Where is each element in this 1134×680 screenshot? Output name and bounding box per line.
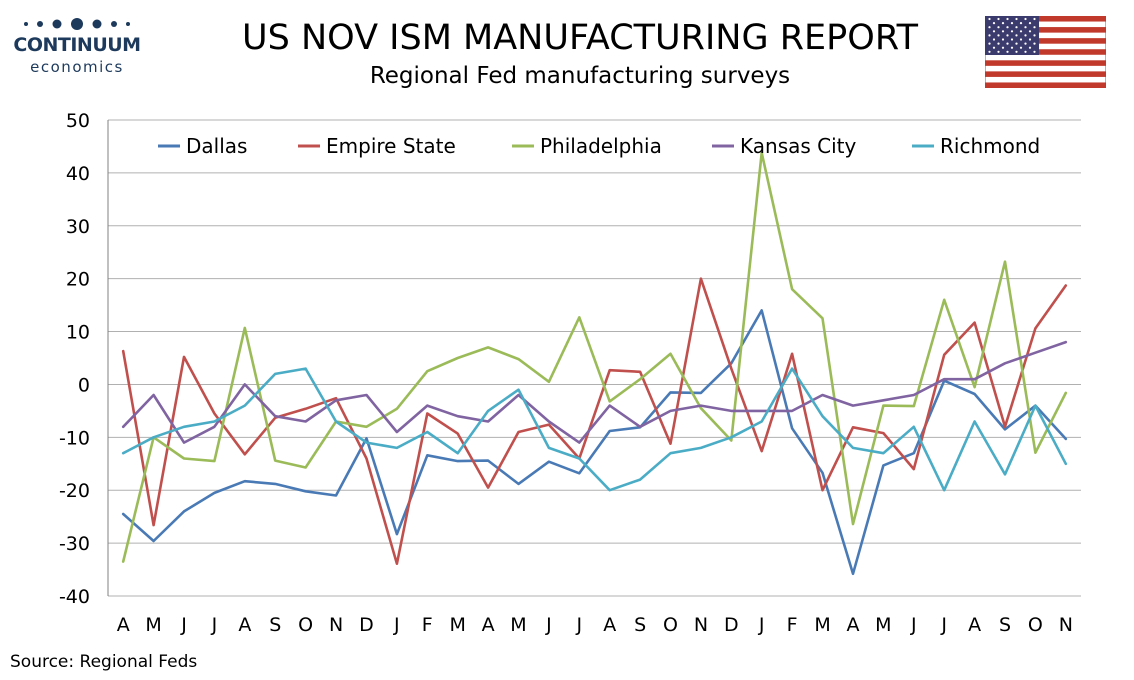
x-tick-label: M [814, 614, 830, 636]
x-tick-label: A [603, 614, 616, 636]
x-tick-label: O [298, 614, 313, 636]
y-tick-label: 10 [66, 322, 90, 344]
x-tick-label: J [211, 614, 218, 636]
x-tick-label: D [724, 614, 739, 636]
chart-title: US NOV ISM MANUFACTURING REPORT [242, 18, 918, 58]
x-tick-label: M [875, 614, 891, 636]
continuum-logo: CONTINUUM economics [12, 12, 142, 82]
x-tick-label: J [910, 614, 917, 636]
series-line-dallas [121, 309, 1068, 576]
legend-label: Empire State [326, 134, 456, 158]
x-tick-label: D [359, 614, 374, 636]
x-tick-label: N [329, 614, 343, 636]
x-tick-label: J [758, 614, 765, 636]
x-tick-label: M [145, 614, 161, 636]
x-tick-label: F [422, 614, 433, 636]
x-tick-label: N [694, 614, 708, 636]
x-tick-label: S [269, 614, 281, 636]
x-tick-label: M [449, 614, 465, 636]
y-tick-label: -40 [59, 586, 90, 608]
legend-item-richmond: Richmond [912, 134, 1040, 158]
series-line-philadelphia [121, 151, 1068, 563]
y-tick-label: 0 [78, 374, 90, 396]
series-line-kansas-city [121, 340, 1068, 444]
x-tick-label: A [117, 614, 130, 636]
x-tick-label: M [510, 614, 526, 636]
y-tick-label: 40 [66, 163, 90, 185]
x-tick-label: J [940, 614, 947, 636]
x-tick-label: O [1028, 614, 1043, 636]
y-tick-label: 20 [66, 269, 90, 291]
x-tick-label: J [180, 614, 187, 636]
x-tick-label: A [968, 614, 981, 636]
legend-label: Dallas [186, 134, 247, 158]
x-tick-label: A [846, 614, 859, 636]
legend-item-kansas-city: Kansas City [712, 134, 857, 158]
chart-subtitle: Regional Fed manufacturing surveys [369, 63, 791, 89]
legend-label: Kansas City [740, 134, 857, 158]
x-tick-label: J [545, 614, 552, 636]
x-tick-label: F [787, 614, 798, 636]
x-tick-label: J [393, 614, 400, 636]
legend-item-dallas: Dallas [158, 134, 247, 158]
series-line-richmond [121, 367, 1068, 492]
x-tick-label: S [634, 614, 646, 636]
logo-brand-text: CONTINUUM [13, 34, 141, 56]
series-line-empire-state [121, 277, 1068, 566]
x-tick-label: A [238, 614, 251, 636]
y-tick-label: 30 [66, 216, 90, 238]
source-note: Source: Regional Feds [10, 652, 198, 672]
logo-dots-icon [24, 18, 130, 30]
legend-label: Richmond [940, 134, 1040, 158]
y-tick-label: -30 [59, 533, 90, 555]
y-tick-label: -20 [59, 480, 90, 502]
us-flag-icon [985, 16, 1106, 88]
legend-item-empire-state: Empire State [298, 134, 456, 158]
x-tick-label: N [1059, 614, 1073, 636]
y-tick-label: 50 [66, 110, 90, 132]
logo-sub-text: economics [30, 58, 124, 76]
legend-label: Philadelphia [540, 134, 662, 158]
x-tick-label: J [575, 614, 582, 636]
legend-item-philadelphia: Philadelphia [512, 134, 662, 158]
x-tick-label: S [999, 614, 1011, 636]
x-tick-label: O [663, 614, 678, 636]
y-tick-label: -10 [59, 427, 90, 449]
x-tick-label: A [482, 614, 495, 636]
